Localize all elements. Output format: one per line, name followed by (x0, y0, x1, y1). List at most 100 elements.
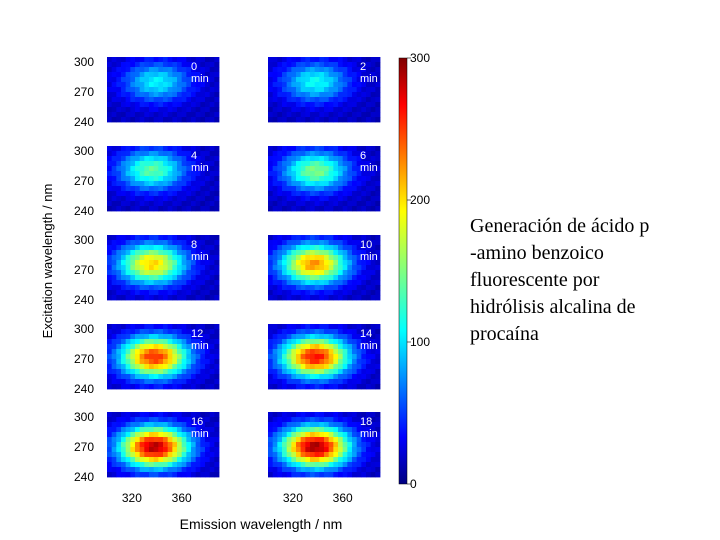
heatmap-cell (111, 379, 117, 385)
heatmap-cell (153, 176, 159, 182)
heatmap-cell (319, 260, 325, 266)
heatmap-cell (149, 472, 155, 478)
heatmap-cell (361, 452, 367, 458)
heatmap-cell (300, 270, 306, 276)
heatmap-cell (314, 82, 320, 88)
heatmap-cell (111, 384, 117, 390)
heatmap-cell (305, 161, 311, 167)
heatmap-cell (172, 102, 178, 108)
heatmap-cell (300, 156, 306, 162)
heatmap-cell (352, 77, 358, 83)
heatmap-cell (356, 82, 362, 88)
heatmap-cell (282, 417, 288, 423)
heatmap-cell (347, 344, 353, 350)
heatmap-cell (296, 72, 302, 78)
heatmap-cell (116, 412, 122, 418)
heatmap-cell (172, 339, 178, 345)
heatmap-cell (200, 344, 206, 350)
heatmap-cell (186, 344, 192, 350)
heatmap-cell (366, 107, 372, 113)
heatmap-cell (130, 472, 136, 478)
heatmap-cell (172, 379, 178, 385)
heatmap-cell (107, 457, 113, 463)
heatmap-cell (319, 349, 325, 355)
heatmap-cell (347, 354, 353, 360)
heatmap-cell (370, 176, 376, 182)
heatmap-cell (356, 57, 362, 63)
heatmap-cell (200, 77, 206, 83)
heatmap-cell (186, 359, 192, 365)
heatmap-cell (181, 339, 187, 345)
heatmap-cell (300, 67, 306, 73)
heatmap-cell (347, 422, 353, 428)
heatmap-cell (167, 359, 173, 365)
heatmap-cell (347, 92, 353, 98)
heatmap-cell (172, 77, 178, 83)
heatmap-cell (333, 427, 339, 433)
heatmap-cell (361, 422, 367, 428)
heatmap-cell (300, 146, 306, 152)
heatmap-cell (107, 364, 113, 370)
heatmap-cell (181, 452, 187, 458)
heatmap-cell (324, 369, 330, 375)
heatmap-cell (214, 452, 220, 458)
heatmap-cell (356, 72, 362, 78)
heatmap-cell (277, 67, 283, 73)
heatmap-cell (149, 324, 155, 330)
heatmap-cell (282, 67, 288, 73)
heatmap-cell (121, 245, 127, 251)
heatmap-cell (158, 275, 164, 281)
heatmap-cell (186, 82, 192, 88)
heatmap-cell (200, 260, 206, 266)
heatmap-cell (191, 452, 197, 458)
heatmap-cell (328, 359, 334, 365)
heatmap-cell (328, 290, 334, 296)
y-tick-label: 300 (74, 233, 94, 247)
heatmap-cell (361, 379, 367, 385)
heatmap-cell (149, 260, 155, 266)
heatmap-cell (291, 329, 297, 335)
panel-time-unit: min (191, 73, 209, 85)
heatmap-cell (209, 447, 215, 453)
heatmap-cell (282, 432, 288, 438)
heatmap-cell (149, 275, 155, 281)
heatmap-cell (177, 191, 183, 197)
heatmap-cell (158, 344, 164, 350)
heatmap-cell (214, 354, 220, 360)
heatmap-cell (352, 196, 358, 202)
heatmap-cell (370, 270, 376, 276)
heatmap-cell (319, 285, 325, 291)
heatmap-cell (116, 166, 122, 172)
heatmap-cell (111, 270, 117, 276)
heatmap-cell (121, 107, 127, 113)
heatmap-cell (375, 171, 381, 177)
heatmap-cell (291, 117, 297, 123)
heatmap-cell (172, 240, 178, 246)
heatmap-cell (291, 379, 297, 385)
heatmap-cell (191, 354, 197, 360)
y-tick-label: 240 (74, 470, 94, 484)
heatmap-cell (107, 422, 113, 428)
heatmap-cell (163, 240, 169, 246)
heatmap-cell (125, 349, 131, 355)
heatmap-cell (139, 87, 145, 93)
heatmap-cell (277, 285, 283, 291)
heatmap-cell (214, 97, 220, 103)
heatmap-cell (338, 265, 344, 271)
heatmap-cell (111, 72, 117, 78)
heatmap-cell (163, 161, 169, 167)
heatmap-cell (342, 255, 348, 261)
heatmap-cell (135, 437, 141, 443)
heatmap-cell (328, 374, 334, 380)
heatmap-cell (121, 339, 127, 345)
heatmap-cell (139, 176, 145, 182)
heatmap-cell (214, 270, 220, 276)
heatmap-cell (338, 176, 344, 182)
heatmap-cell (121, 171, 127, 177)
heatmap-cell (291, 374, 297, 380)
heatmap-cell (361, 67, 367, 73)
heatmap-cell (181, 171, 187, 177)
